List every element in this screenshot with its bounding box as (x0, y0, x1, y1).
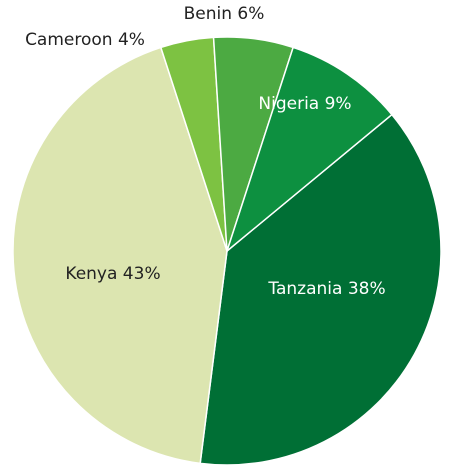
slice-label-tanzania: Tanzania 38% (267, 279, 385, 299)
pie-slice-kenya (12, 46, 228, 465)
pie-slice-nigeria (226, 46, 393, 252)
pie-labels: Tanzania 38% Kenya 43% Cameroon 4% Benin 6%… (25, 4, 386, 299)
slice-label-benin: Benin 6% (184, 4, 265, 24)
slice-label-kenya: Kenya 43% (65, 264, 160, 284)
pie-slices (12, 36, 442, 466)
slice-label-nigeria: Nigeria 9% (258, 94, 351, 114)
pie-slice-tanzania (199, 113, 442, 466)
slice-label-cameroon: Cameroon 4% (25, 30, 145, 50)
